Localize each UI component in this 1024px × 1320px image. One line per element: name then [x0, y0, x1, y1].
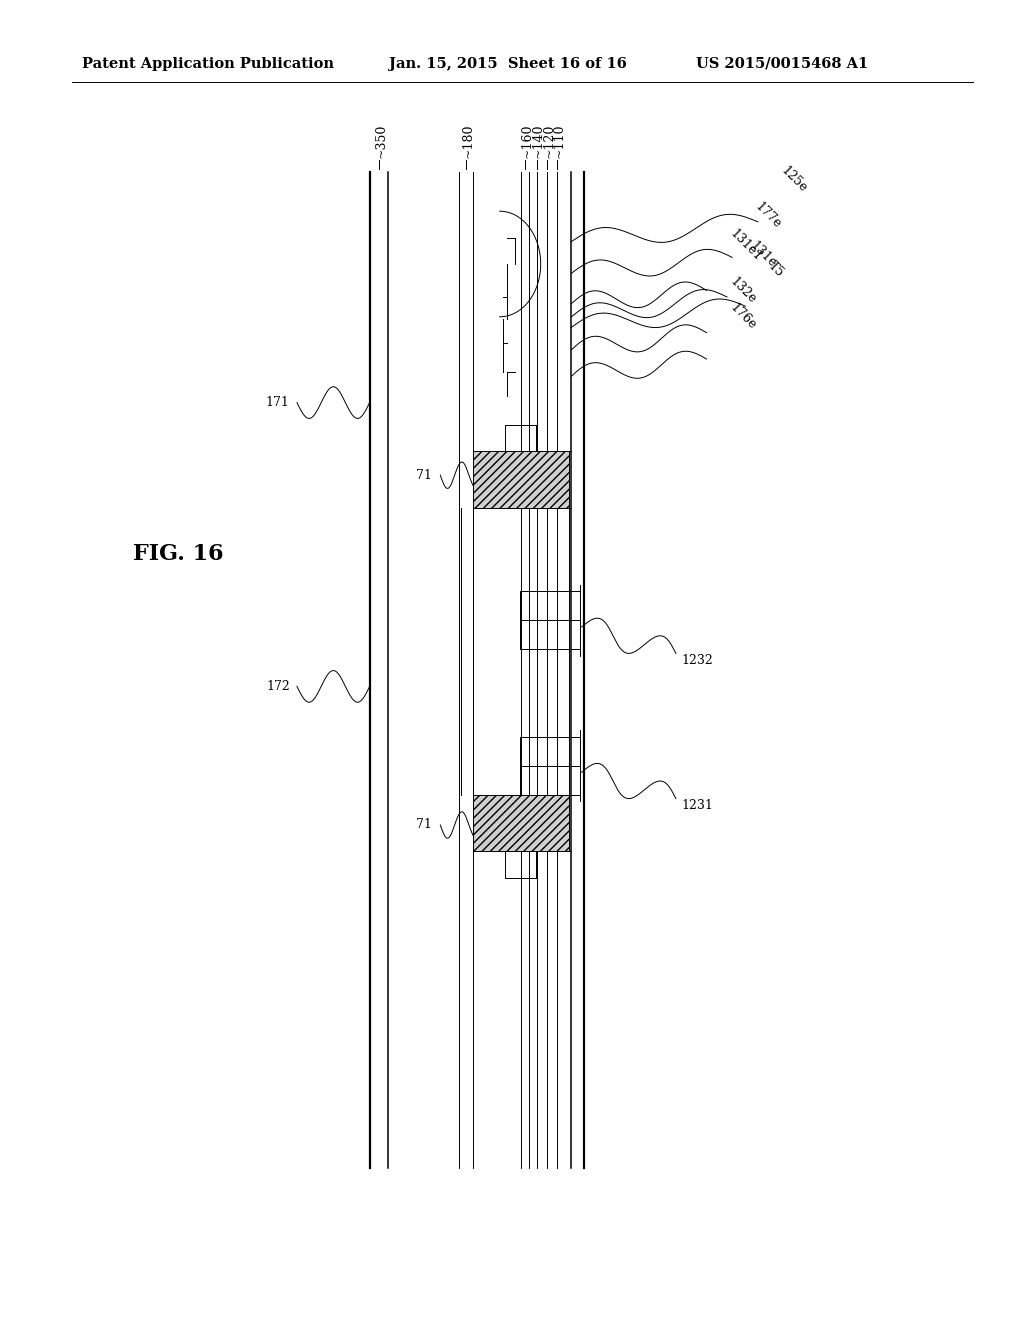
- Text: 131e: 131e: [748, 239, 779, 271]
- Text: 177e: 177e: [753, 199, 783, 231]
- Text: ~180: ~180: [462, 124, 474, 158]
- Text: 171: 171: [266, 396, 290, 409]
- Text: 125e: 125e: [778, 164, 809, 195]
- Text: FIG. 16: FIG. 16: [133, 544, 224, 565]
- Text: ~160: ~160: [521, 124, 534, 158]
- Text: 71: 71: [416, 469, 432, 482]
- Text: 132e: 132e: [727, 275, 759, 306]
- Text: 131e1: 131e1: [727, 227, 764, 264]
- Text: ~140: ~140: [532, 124, 545, 158]
- Text: Patent Application Publication: Patent Application Publication: [82, 57, 334, 71]
- Text: 172: 172: [266, 680, 290, 693]
- Text: 1232: 1232: [681, 653, 713, 667]
- Text: ~110: ~110: [553, 124, 565, 158]
- Text: ~350: ~350: [375, 124, 387, 158]
- Text: 71: 71: [416, 818, 432, 832]
- Text: T5: T5: [766, 259, 786, 280]
- Text: 176e: 176e: [727, 301, 759, 333]
- Text: US 2015/0015468 A1: US 2015/0015468 A1: [696, 57, 868, 71]
- Bar: [473, 795, 569, 851]
- Text: 1231: 1231: [681, 799, 713, 812]
- Bar: [473, 451, 569, 508]
- Text: Jan. 15, 2015  Sheet 16 of 16: Jan. 15, 2015 Sheet 16 of 16: [389, 57, 627, 71]
- Text: ~120: ~120: [543, 124, 555, 158]
